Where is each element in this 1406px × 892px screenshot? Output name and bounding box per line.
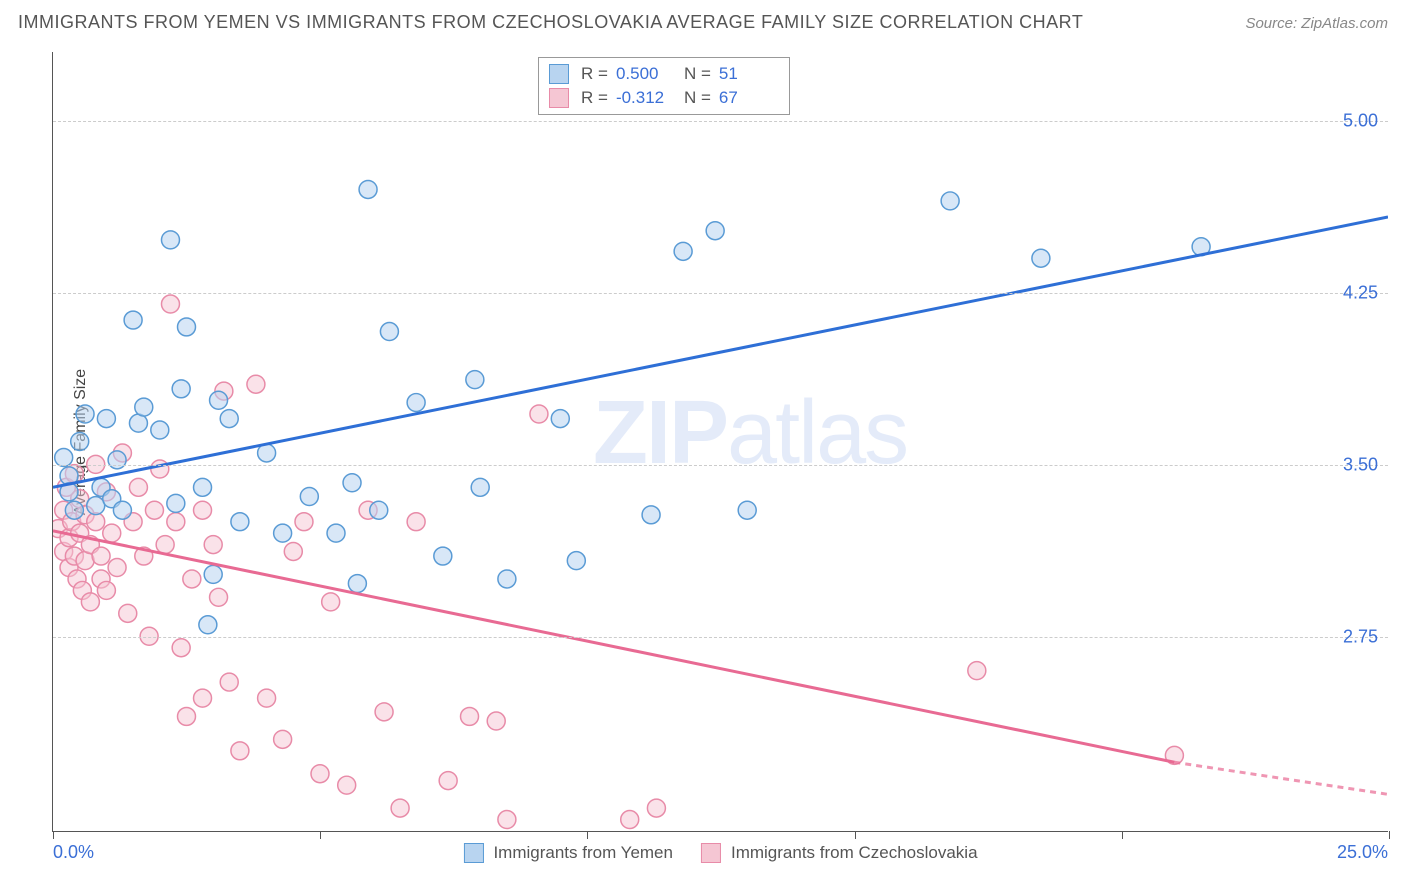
- chart-svg: [53, 52, 1388, 831]
- chart-title: IMMIGRANTS FROM YEMEN VS IMMIGRANTS FROM…: [18, 12, 1083, 33]
- r-label: R =: [581, 64, 608, 84]
- y-tick-label: 2.75: [1343, 627, 1378, 648]
- x-tick: [587, 831, 588, 839]
- x-axis-max-label: 25.0%: [1337, 842, 1388, 863]
- swatch-b-icon: [701, 843, 721, 863]
- legend-item-a: Immigrants from Yemen: [463, 843, 673, 863]
- legend-label: Immigrants from Yemen: [493, 843, 673, 863]
- swatch-b-icon: [549, 88, 569, 108]
- stats-row-a: R = 0.500 N = 51: [549, 62, 779, 86]
- y-tick-label: 3.50: [1343, 454, 1378, 475]
- legend-item-b: Immigrants from Czechoslovakia: [701, 843, 978, 863]
- watermark: ZIPatlas: [593, 382, 907, 485]
- n-label: N =: [684, 88, 711, 108]
- gridline: [53, 121, 1388, 122]
- gridline: [53, 293, 1388, 294]
- legend-label: Immigrants from Czechoslovakia: [731, 843, 978, 863]
- stats-row-b: R = -0.312 N = 67: [549, 86, 779, 110]
- y-tick-label: 5.00: [1343, 110, 1378, 131]
- x-tick: [1389, 831, 1390, 839]
- source-label: Source: ZipAtlas.com: [1245, 15, 1388, 32]
- y-axis-title: Average Family Size: [72, 368, 90, 514]
- stats-legend: R = 0.500 N = 51 R = -0.312 N = 67: [538, 57, 790, 115]
- swatch-a-icon: [463, 843, 483, 863]
- series-legend: Immigrants from Yemen Immigrants from Cz…: [463, 843, 977, 863]
- gridline: [53, 637, 1388, 638]
- n-label: N =: [684, 64, 711, 84]
- r-value: -0.312: [616, 88, 676, 108]
- n-value: 51: [719, 64, 779, 84]
- x-tick: [1122, 831, 1123, 839]
- r-value: 0.500: [616, 64, 676, 84]
- x-tick: [855, 831, 856, 839]
- n-value: 67: [719, 88, 779, 108]
- y-tick-label: 4.25: [1343, 282, 1378, 303]
- plot-area: Average Family Size ZIPatlas R = 0.500 N…: [52, 52, 1388, 832]
- x-axis-min-label: 0.0%: [53, 842, 94, 863]
- x-tick: [53, 831, 54, 839]
- swatch-a-icon: [549, 64, 569, 84]
- x-tick: [320, 831, 321, 839]
- gridline: [53, 465, 1388, 466]
- r-label: R =: [581, 88, 608, 108]
